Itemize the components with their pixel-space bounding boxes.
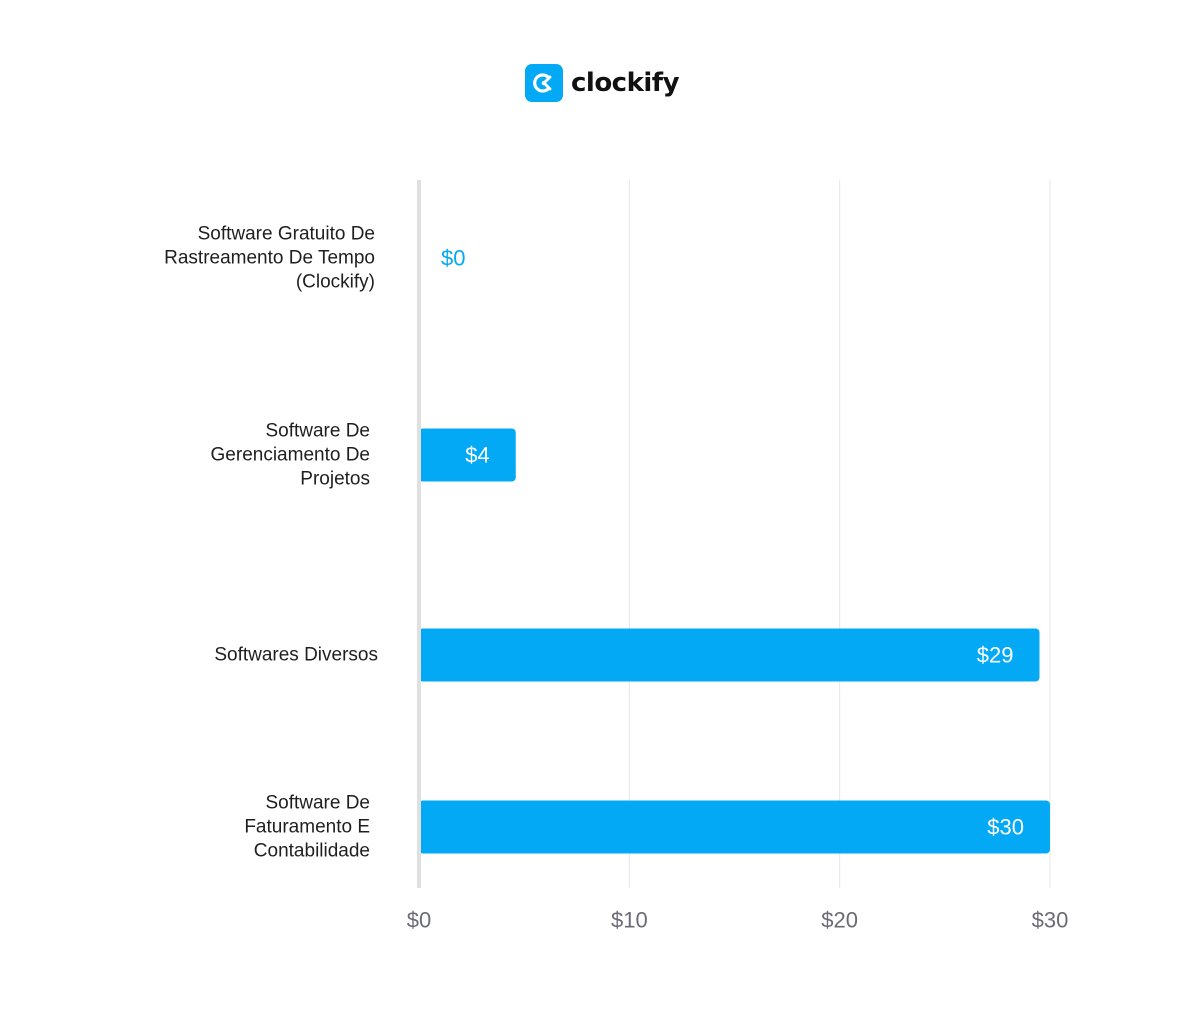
- bar-value-label-0: $0: [441, 246, 465, 271]
- x-tick-label-3: $30: [1032, 908, 1069, 933]
- x-tick-label-1: $10: [611, 908, 648, 933]
- brand-logo: clockify: [525, 64, 680, 102]
- x-tick-label-2: $20: [821, 908, 858, 933]
- category-label-1-line-0: Software De: [265, 421, 370, 442]
- category-label-1-line-2: Projetos: [300, 469, 370, 490]
- y-axis-line: [417, 180, 421, 888]
- category-label-2-line-0: Softwares Diversos: [214, 645, 378, 666]
- bar-2: [419, 628, 1040, 682]
- bar-value-label-2: $29: [977, 643, 1014, 668]
- x-tick-label-0: $0: [407, 908, 431, 933]
- category-label-0-line-1: Rastreamento De Tempo: [164, 248, 375, 269]
- category-label-3-line-1: Faturamento E: [244, 817, 370, 838]
- bar-3: [419, 800, 1050, 854]
- brand-name: clockify: [571, 68, 680, 98]
- category-label-1-line-1: Gerenciamento De: [211, 445, 370, 466]
- category-label-0-line-2: (Clockify): [296, 272, 375, 293]
- category-label-0-line-0: Software Gratuito De: [198, 224, 375, 245]
- bar-value-label-3: $30: [987, 815, 1024, 840]
- clockify-logo-icon: [525, 64, 563, 102]
- category-label-3-line-0: Software De: [265, 793, 370, 814]
- bar-value-label-1: $4: [465, 443, 489, 468]
- bar-1: [419, 428, 516, 482]
- category-label-3-line-2: Contabilidade: [254, 841, 370, 862]
